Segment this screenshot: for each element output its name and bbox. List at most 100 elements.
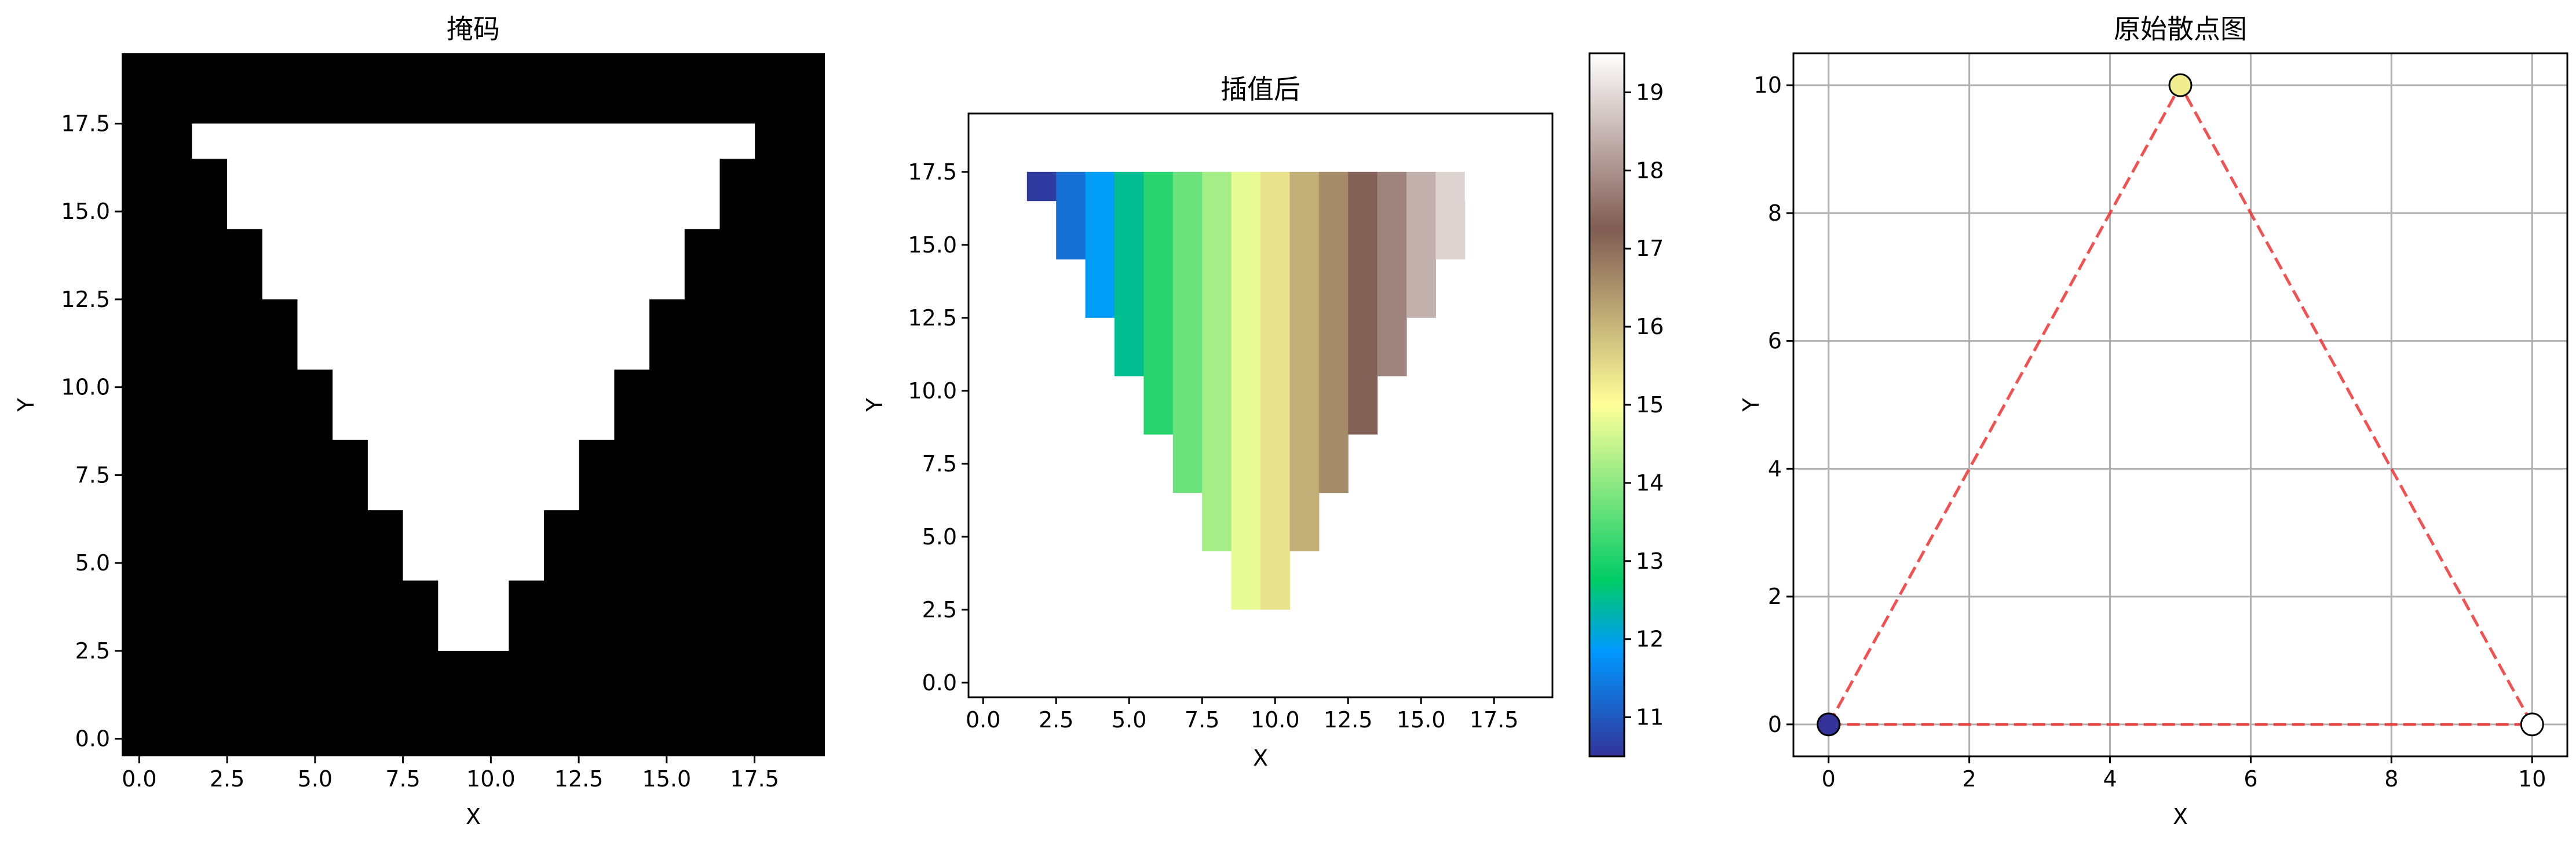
mask-cell [438, 123, 474, 651]
interpolated-cells [1026, 171, 1495, 610]
y-tick-label: 12.5 [908, 305, 957, 331]
colorbar-ticks: 11 12 13 14 15 16 17 18 19 [1624, 79, 1664, 730]
x-tick-label: 0.0 [122, 766, 156, 792]
x-tick-label: 5.0 [298, 766, 332, 792]
y-tick-label: 7.5 [75, 462, 110, 488]
scatter-point [2520, 712, 2544, 737]
x-tick-label: 2.5 [210, 766, 244, 792]
interpolated-title: 插值后 [1221, 74, 1300, 105]
interpolated-cell [1143, 171, 1174, 435]
x-tick-label: 7.5 [385, 766, 420, 792]
y-tick-label: 17.5 [908, 159, 957, 185]
scatter-plot-frame [1792, 52, 2568, 757]
y-tick-label: 5.0 [922, 524, 957, 550]
x-tick-label: 17.5 [730, 766, 779, 792]
mask-cell [684, 123, 720, 229]
mask-cell [262, 123, 298, 299]
mask-cell [192, 123, 228, 159]
scatter-points [1817, 73, 2544, 737]
y-tick-label: 10.0 [908, 378, 957, 404]
mask-cell [649, 123, 685, 299]
mask-x-ticks: 0.0 2.5 5.0 7.5 10.0 12.5 15.0 17.5 [122, 756, 779, 792]
mask-x-axis-label: X [466, 804, 481, 829]
mask-y-axis-label: Y [13, 398, 39, 412]
y-tick-label: 2.5 [75, 638, 110, 664]
x-tick-label: 10.0 [1251, 707, 1300, 733]
mask-cell [579, 123, 615, 440]
interpolated-cell [1260, 171, 1290, 610]
mask-cell [227, 123, 263, 229]
interpolated-cell [1202, 171, 1232, 551]
y-tick-label: 0.0 [75, 726, 110, 752]
mask-cell [297, 123, 333, 370]
y-tick-label: 12.5 [61, 287, 110, 312]
y-tick-label: 0 [1768, 712, 1782, 737]
x-tick-label: 4 [2103, 766, 2117, 792]
mask-cell [719, 123, 755, 159]
colorbar [1588, 52, 1625, 757]
x-tick-label: 10 [2518, 766, 2546, 792]
y-tick-label: 0.0 [922, 670, 957, 696]
mask-y-ticks: 0.0 2.5 5.0 7.5 10.0 12.5 15.0 17.5 [61, 111, 122, 752]
colorbar-tick-label: 13 [1636, 548, 1664, 574]
x-tick-label: 0 [1822, 766, 1836, 792]
interpolated-cell [1318, 171, 1349, 493]
x-tick-label: 15.0 [1397, 707, 1446, 733]
scatter-grid [1793, 53, 2567, 756]
y-tick-label: 15.0 [61, 199, 110, 224]
scatter-plot-background [1793, 53, 2567, 756]
interpolated-cell [1056, 171, 1086, 259]
interpolated-panel: 插值后 0.0 2.5 5.0 7.5 10.0 12.5 15.0 17.5 0.0 2.5 5… [862, 52, 1664, 771]
x-tick-label: 5.0 [1112, 707, 1146, 733]
mask-title: 掩码 [447, 13, 500, 45]
y-tick-label: 7.5 [922, 451, 957, 477]
x-tick-label: 15.0 [642, 766, 692, 792]
colorbar-tick-label: 17 [1636, 236, 1664, 261]
triangle-outline [1826, 82, 2535, 726]
y-tick-label: 17.5 [61, 111, 110, 136]
colorbar-tick-label: 16 [1636, 314, 1664, 339]
x-tick-label: 8 [2384, 766, 2398, 792]
x-tick-label: 2.5 [1039, 707, 1073, 733]
y-tick-label: 2.5 [922, 597, 957, 623]
x-tick-label: 12.5 [554, 766, 604, 792]
interpolated-cell [1172, 171, 1203, 493]
y-tick-label: 15.0 [908, 232, 957, 258]
interpolated-x-ticks: 0.0 2.5 5.0 7.5 10.0 12.5 15.0 17.5 [966, 697, 1519, 733]
interpolated-cell [1377, 171, 1407, 376]
colorbar-tick-label: 15 [1636, 392, 1664, 418]
interpolated-x-axis-label: X [1253, 745, 1268, 771]
interpolated-plot-frame [967, 112, 1554, 698]
mask-cell [543, 123, 579, 511]
y-tick-label: 5.0 [75, 550, 110, 576]
y-tick-label: 6 [1768, 328, 1782, 354]
interpolated-cell [1464, 171, 1495, 202]
mask-cell [613, 123, 650, 370]
y-tick-label: 10.0 [61, 375, 110, 400]
colorbar-tick-label: 12 [1636, 627, 1664, 652]
interpolated-y-ticks: 0.0 2.5 5.0 7.5 10.0 12.5 15.0 17.5 [908, 159, 969, 696]
colorbar-tick-label: 18 [1636, 158, 1664, 183]
scatter-point [1817, 712, 1841, 737]
mask-panel: 掩码 0.0 2.5 5.0 7.5 10.0 12.5 15.0 17.5 0.0 2.5 5.… [13, 13, 825, 829]
x-tick-label: 0.0 [966, 707, 1000, 733]
mask-cell [367, 123, 404, 511]
interpolated-cell [1026, 171, 1057, 202]
interpolated-cell [1348, 171, 1378, 435]
y-tick-label: 10 [1754, 72, 1782, 98]
y-tick-label: 2 [1768, 584, 1782, 609]
x-tick-label: 12.5 [1324, 707, 1373, 733]
interpolated-cell [1406, 171, 1436, 318]
scatter-x-ticks: 0 2 4 6 8 10 [1822, 756, 2546, 792]
x-tick-label: 6 [2244, 766, 2257, 792]
scatter-y-axis-label: Y [1738, 398, 1764, 412]
x-tick-label: 2 [1963, 766, 1976, 792]
x-tick-label: 10.0 [466, 766, 516, 792]
colorbar-tick-label: 14 [1636, 470, 1664, 496]
colorbar-tick-label: 19 [1636, 79, 1664, 105]
interpolated-cell [1289, 171, 1320, 551]
scatter-x-axis-label: X [2173, 804, 2188, 829]
scatter-title: 原始散点图 [2114, 13, 2247, 45]
interpolated-cell [1085, 171, 1115, 318]
